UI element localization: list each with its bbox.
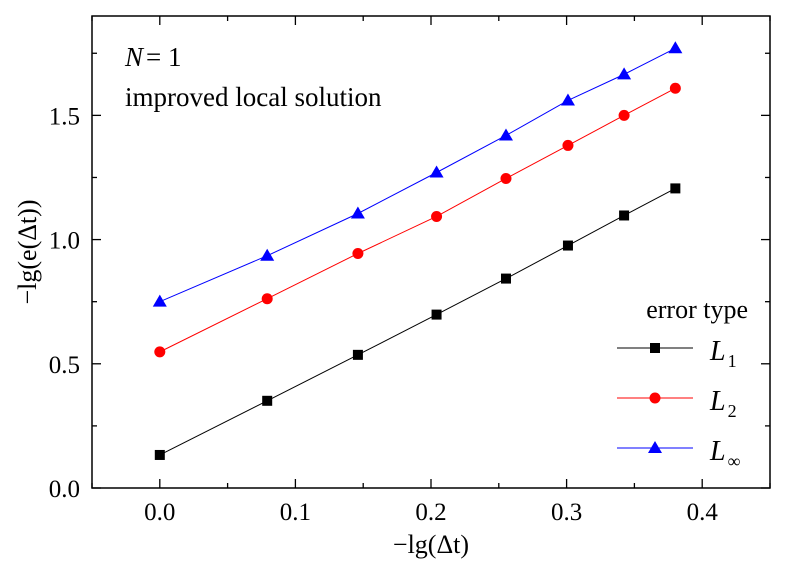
marker-square — [262, 395, 273, 406]
x-tick-label: 0.2 — [415, 499, 446, 526]
marker-triangle — [668, 41, 683, 54]
marker-circle — [618, 109, 630, 121]
marker-circle — [352, 247, 364, 259]
y-tick-label: 1.5 — [49, 103, 80, 130]
marker-circle — [562, 139, 574, 151]
marker-triangle — [350, 206, 365, 219]
y-axis-label: −lg(e(Δt)) — [13, 199, 42, 304]
legend-title: error type — [646, 295, 748, 324]
marker-triangle — [260, 248, 275, 261]
legend-label-subscript: 1 — [728, 351, 737, 371]
marker-square — [650, 343, 660, 353]
y-tick-label: 1.0 — [49, 228, 80, 255]
marker-triangle — [617, 67, 632, 80]
legend-label-subscript: ∞ — [728, 451, 741, 471]
series-L2 — [154, 82, 681, 358]
marker-circle — [669, 82, 681, 94]
y-tick-label: 0.0 — [49, 476, 80, 503]
x-tick-label: 0.4 — [687, 499, 719, 526]
series-line — [159, 187, 676, 456]
series-L∞ — [152, 41, 683, 307]
legend: L 1 L 2 L ∞ — [617, 336, 741, 471]
annotation-n: N — [124, 42, 145, 72]
marker-square — [619, 210, 630, 221]
x-tick-label: 0.3 — [551, 499, 582, 526]
marker-triangle — [648, 441, 662, 453]
marker-circle — [431, 210, 443, 222]
marker-square — [431, 309, 442, 320]
x-tick-label: 0.1 — [280, 499, 311, 526]
marker-square — [670, 183, 681, 194]
marker-triangle — [152, 294, 167, 307]
marker-square — [154, 449, 165, 460]
marker-square — [500, 273, 511, 284]
marker-square — [352, 349, 363, 360]
x-tick-label: 0.0 — [144, 499, 175, 526]
legend-label-subscript: 2 — [728, 401, 737, 421]
annotation-n-value: = 1 — [146, 42, 181, 72]
marker-square — [562, 240, 573, 251]
series-line — [159, 87, 676, 353]
annotation-method: improved local solution — [125, 82, 382, 112]
marker-triangle — [498, 128, 513, 141]
marker-triangle — [560, 93, 575, 106]
y-tick-label: 0.5 — [49, 352, 80, 379]
x-axis-label: −lg(Δt) — [393, 530, 469, 559]
marker-circle — [154, 346, 166, 358]
series-L1 — [154, 183, 681, 460]
marker-circle — [649, 392, 661, 404]
legend-label: L ∞ — [709, 436, 741, 471]
marker-circle — [500, 172, 512, 184]
marker-circle — [261, 293, 273, 305]
series-line — [159, 47, 676, 303]
marker-triangle — [429, 165, 444, 178]
